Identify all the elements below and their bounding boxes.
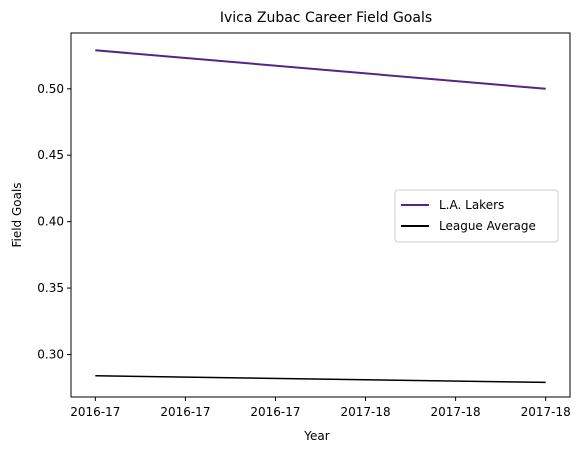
y-tick-label: 0.50 — [37, 82, 64, 96]
series-line-la-lakers — [95, 49, 546, 90]
y-tick-label: 0.35 — [37, 281, 64, 295]
x-tick-label: 2017-18 — [431, 405, 481, 419]
chart-title: Ivica Zubac Career Field Goals — [220, 10, 432, 26]
legend-box — [394, 189, 559, 243]
legend: L.A. Lakers League Average — [394, 189, 559, 243]
legend-label: L.A. Lakers — [439, 198, 504, 212]
y-axis-ticks: 0.30 0.35 0.40 0.45 0.50 — [37, 82, 71, 361]
y-tick-label: 0.45 — [37, 148, 64, 162]
y-tick-label: 0.40 — [37, 215, 64, 229]
x-tick-label: 2016-17 — [250, 405, 300, 419]
x-tick-label: 2017-18 — [521, 405, 571, 419]
x-axis-label: Year — [303, 429, 329, 443]
plot-area-frame — [70, 32, 571, 398]
x-tick-label: 2016-17 — [160, 405, 210, 419]
series-line-league-average — [95, 374, 546, 384]
legend-label: League Average — [439, 219, 536, 233]
series-lines — [95, 49, 546, 384]
x-tick-label: 2016-17 — [70, 405, 120, 419]
x-tick-label: 2017-18 — [340, 405, 390, 419]
y-axis-label: Field Goals — [10, 182, 24, 247]
y-tick-label: 0.30 — [37, 347, 64, 361]
x-axis-ticks: 2016-17 2016-17 2016-17 2017-18 2017-18 2017-… — [70, 397, 571, 419]
